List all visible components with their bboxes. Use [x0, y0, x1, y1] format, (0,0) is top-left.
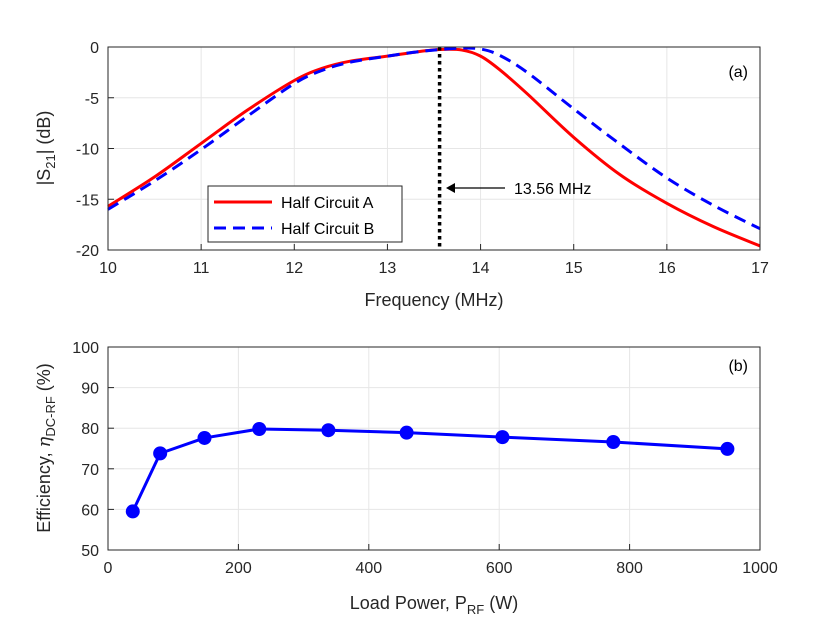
y-tick-label: -10 [76, 142, 99, 159]
panel-b-label: (b) [728, 358, 748, 375]
x-tick-label: 600 [486, 560, 513, 577]
legend-box [207, 185, 403, 243]
y-tick-label: -5 [85, 91, 99, 108]
y-tick-label: 60 [81, 502, 99, 519]
x-tick-label: 1000 [742, 560, 778, 577]
panel-b-plot-area [108, 347, 760, 550]
y-tick-label: -15 [76, 192, 99, 209]
panel-a-y-axis-label: |S21| (dB) [34, 111, 58, 186]
data-point [252, 422, 267, 437]
data-point [720, 441, 735, 456]
panel-a-annotation: 13.56 MHz [446, 181, 591, 198]
panel-a-label: (a) [728, 64, 748, 81]
x-tick-label: 11 [193, 260, 210, 277]
panel-b-tick-labels: 0 200 400 600 800 1000 100 90 80 70 60 50 [72, 340, 778, 577]
panel-b-plot-border [107, 346, 761, 551]
panel-b-series [125, 422, 735, 519]
y-tick-label: 0 [90, 40, 99, 57]
panel-b-x-axis-label: Load Power, PRF (W) [350, 593, 518, 617]
x-tick-label: 12 [285, 260, 303, 277]
annotation-label: 13.56 MHz [514, 181, 591, 198]
data-point [399, 425, 414, 440]
x-tick-label: 17 [751, 260, 769, 277]
x-tick-label: 10 [99, 260, 117, 277]
y-tick-label: 70 [81, 462, 99, 479]
panel-a-s21-chart: 10 11 12 13 14 15 16 17 0 -5 -10 -15 -20 (a) 13.56 M… [34, 40, 769, 310]
legend-label-half-circuit-b: Half Circuit B [281, 221, 374, 238]
data-point [125, 504, 140, 519]
panel-b-efficiency-chart: 0 200 400 600 800 1000 100 90 80 70 60 50 (b) Load … [34, 340, 778, 617]
panel-b-y-axis-label: Efficiency, ηDC-RF (%) [34, 363, 58, 533]
legend-label-half-circuit-a: Half Circuit A [281, 195, 374, 212]
x-tick-label: 200 [225, 560, 252, 577]
y-tick-label: 100 [72, 340, 99, 357]
data-point [606, 435, 621, 450]
y-tick-label: 50 [81, 543, 99, 560]
data-point [495, 430, 510, 445]
data-point [197, 430, 212, 445]
x-tick-label: 16 [658, 260, 676, 277]
panel-a-tick-labels: 10 11 12 13 14 15 16 17 0 -5 -10 -15 -20 [76, 40, 769, 277]
x-tick-label: 400 [355, 560, 382, 577]
x-tick-label: 13 [379, 260, 397, 277]
x-tick-label: 15 [565, 260, 583, 277]
x-tick-label: 800 [616, 560, 643, 577]
panel-a-legend: Half Circuit A Half Circuit B [207, 185, 403, 243]
data-point [321, 423, 336, 438]
y-tick-label: 90 [81, 381, 99, 398]
panel-a-x-axis-label: Frequency (MHz) [364, 290, 503, 310]
annotation-arrow-head [446, 183, 455, 193]
x-tick-label: 0 [104, 560, 113, 577]
y-tick-label: 80 [81, 421, 99, 438]
x-tick-label: 14 [472, 260, 490, 277]
data-point [153, 446, 168, 461]
y-tick-label: -20 [76, 243, 99, 260]
